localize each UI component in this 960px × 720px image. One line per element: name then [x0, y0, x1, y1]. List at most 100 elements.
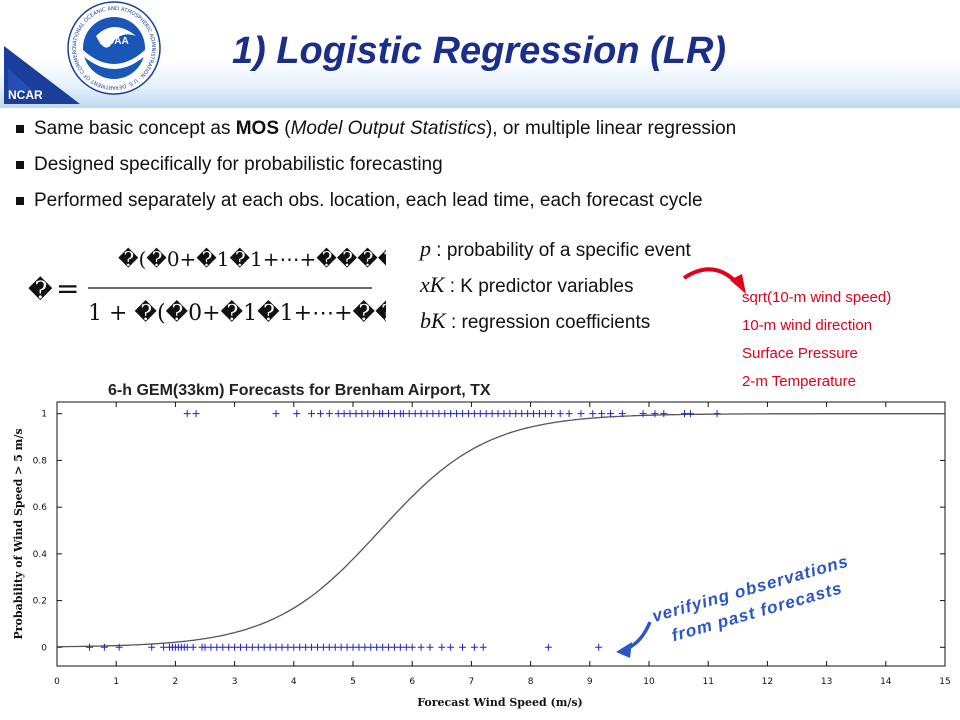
bullet-text-part: Same basic concept as: [34, 118, 236, 139]
observation-marker: [512, 410, 520, 418]
bullet-item: Designed specifically for probabilistic …: [14, 154, 954, 190]
observation-marker: [325, 410, 333, 418]
y-axis-label: Probability of Wind Speed > 5 m/s: [12, 428, 25, 639]
observation-marker: [325, 643, 333, 651]
observation-marker: [595, 643, 603, 651]
observation-marker: [411, 410, 419, 418]
observation-marker: [100, 643, 108, 651]
x-tick-label: 6: [409, 677, 415, 687]
observation-marker: [231, 643, 239, 651]
observation-marker: [358, 410, 366, 418]
observation-marker: [248, 643, 256, 651]
observation-marker: [459, 643, 467, 651]
observation-marker: [115, 643, 123, 651]
chart-title: 6-h GEM(33km) Forecasts for Brenham Airp…: [108, 382, 491, 399]
observation-marker: [488, 410, 496, 418]
observation-marker: [464, 410, 472, 418]
observation-marker: [86, 643, 94, 651]
bullet-text-part: MOS: [235, 118, 279, 139]
observation-marker: [266, 643, 274, 651]
y-tick-label: 0.4: [33, 550, 48, 560]
plot-area: [56, 401, 946, 667]
noaa-label: NOAA: [99, 36, 128, 47]
y-tick-label: 0: [41, 643, 47, 653]
observation-marker: [470, 643, 478, 651]
observation-marker: [396, 643, 404, 651]
observation-marker: [385, 643, 393, 651]
annotation-arrowhead-icon: [616, 642, 632, 658]
observation-marker: [618, 410, 626, 418]
observation-marker: [331, 643, 339, 651]
observation-marker: [476, 410, 484, 418]
formula-lhs: �: [28, 275, 53, 304]
observation-marker: [544, 643, 552, 651]
formula-denominator: 1 + �(�0+�1�1+⋯+����): [88, 300, 386, 326]
definition-p-text: : probability of a specific event: [436, 240, 691, 261]
logistic-formula: � = �(�0+�1�1+⋯+����) 1 + �(�0+�1�1+⋯+��…: [28, 247, 386, 326]
x-tick-label: 14: [880, 677, 892, 687]
x-tick-label: 13: [821, 677, 832, 687]
observation-marker: [290, 643, 298, 651]
observation-marker: [402, 643, 410, 651]
logistic-fit-curve: [57, 413, 945, 648]
definition-p: p : probability of a specific event: [420, 236, 740, 272]
predictor-item: sqrt(10-m wind speed): [742, 289, 892, 306]
observation-marker: [459, 410, 467, 418]
observation-marker: [213, 643, 221, 651]
observation-marker: [589, 410, 597, 418]
observation-marker: [272, 643, 280, 651]
observation-marker: [494, 410, 502, 418]
observation-marker: [242, 643, 250, 651]
bullet-item: Same basic concept as MOS (Model Output …: [14, 118, 954, 154]
definition-x: xK : K predictor variables: [420, 272, 740, 308]
x-tick-label: 3: [232, 677, 238, 687]
observation-marker: [189, 643, 197, 651]
red-arrow-icon: [682, 267, 746, 294]
observation-marker: [423, 410, 431, 418]
ncar-label: NCAR: [8, 88, 43, 102]
observation-marker: [518, 410, 526, 418]
y-tick-label: 0.2: [33, 597, 47, 607]
observation-marker: [201, 643, 209, 651]
observation-marker: [316, 410, 324, 418]
formula-numerator: �(�0+�1�1+⋯+����): [118, 247, 386, 271]
observation-marker: [453, 410, 461, 418]
symbol-p: p: [420, 236, 431, 261]
predictor-item: 10-m wind direction: [742, 317, 873, 334]
observation-marker: [183, 643, 191, 651]
observation-marker: [385, 410, 393, 418]
observation-marker: [302, 643, 310, 651]
definition-b-text: : regression coefficients: [450, 312, 651, 333]
observation-marker: [547, 410, 555, 418]
bullet-list: Same basic concept as MOS (Model Output …: [14, 118, 954, 226]
observation-marker: [405, 410, 413, 418]
bullet-text-part: Model Output Statistics: [290, 118, 486, 139]
bullet-text-part: Designed specifically for probabilistic …: [34, 154, 443, 175]
symbol-b: bK: [420, 308, 446, 333]
predictor-item: Surface Pressure: [742, 345, 858, 362]
observation-marker: [379, 410, 387, 418]
observation-marker: [651, 410, 659, 418]
observation-marker: [390, 410, 398, 418]
observation-marker: [160, 643, 168, 651]
observation-marker: [447, 643, 455, 651]
bullet-text: Designed specifically for probabilistic …: [34, 154, 443, 176]
x-tick-label: 4: [291, 677, 297, 687]
observation-marker: [541, 410, 549, 418]
slide-title: 1) Logistic Regression (LR): [232, 30, 727, 72]
formula-equals: =: [56, 272, 79, 305]
x-tick-label: 9: [587, 677, 593, 687]
observation-marker: [556, 410, 564, 418]
observation-marker: [426, 643, 434, 651]
x-tick-label: 11: [702, 677, 713, 687]
observation-marker: [334, 410, 342, 418]
observation-marker: [207, 643, 215, 651]
observation-marker: [373, 643, 381, 651]
observation-marker: [237, 643, 245, 651]
observation-marker: [148, 643, 156, 651]
observation-marker: [192, 410, 200, 418]
x-tick-label: 10: [643, 677, 655, 687]
x-tick-label: 7: [469, 677, 475, 687]
observation-marker: [343, 643, 351, 651]
bullet-item: Performed separately at each obs. locati…: [14, 190, 954, 226]
